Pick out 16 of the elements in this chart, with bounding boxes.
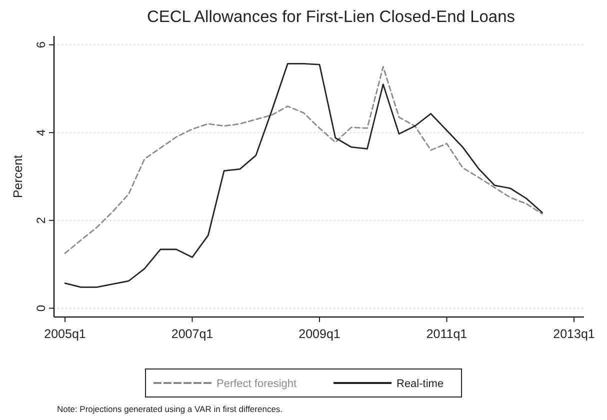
text: Note: Projections generated using a VAR in first differences. [57,404,283,414]
y-tick-label: 6 [34,41,48,48]
x-tick-label: 2013q1 [553,327,595,341]
y-axis-title: Percent [11,154,25,198]
line-series [64,66,543,254]
line-series [64,62,543,288]
y-tick-label: 2 [34,216,48,224]
x-tick-label: 2011q1 [426,327,468,341]
chart-title: CECL Allowances for First-Lien Closed-End Loans [146,8,516,26]
x-tick-label: 2007q1 [171,327,214,341]
y-tick-label: 0 [34,304,48,312]
x-tick-label: 2005q1 [44,327,86,341]
text: Real-time [396,378,444,390]
y-tick-label: 4 [34,128,48,136]
x-tick-label: 2009q1 [298,327,340,341]
text: Perfect foresight [216,378,297,390]
